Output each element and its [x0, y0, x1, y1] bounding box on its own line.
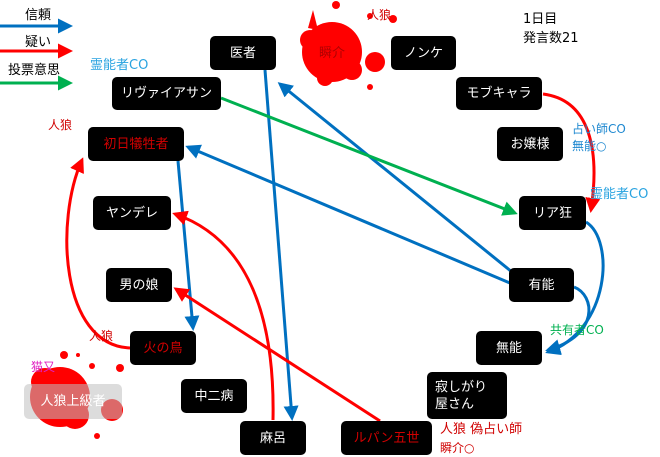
blood-splatter-shunsuke: [300, 1, 397, 90]
node-nonke[interactable]: ノンケ: [391, 36, 456, 70]
node-leviathan[interactable]: リヴァイアサン: [112, 77, 221, 110]
leviathan-co-label: 霊能者CO: [90, 58, 149, 73]
suspect-arrow-maro-yandere: [172, 210, 275, 421]
shunsuke-role-label: 人狼: [367, 8, 392, 22]
shonichi-role-label: 人狼: [48, 118, 73, 132]
node-chuunibyou[interactable]: 中二病: [181, 379, 247, 413]
node-shunsuke[interactable]: 瞬介: [318, 45, 345, 61]
jinrou-joukyuu-role-label: 猫又: [31, 360, 56, 374]
node-yandere[interactable]: ヤンデレ: [93, 196, 171, 230]
node-isha[interactable]: 医者: [210, 36, 276, 70]
legend-vote-label: 投票意思: [8, 63, 61, 78]
hinotori-role-label: 人狼: [89, 329, 114, 343]
node-hinotori[interactable]: 火の鳥: [130, 331, 196, 365]
suspect-arrow-lupin-otokonoko: [173, 287, 381, 423]
node-shonichi[interactable]: 初日犠牲者: [88, 127, 184, 161]
ojousama-result-label: 無能○: [572, 139, 607, 153]
trust-arrow-isha-maro: [263, 69, 299, 421]
statement-count: 発言数21: [523, 31, 579, 46]
suspect-arrow-mobchara-riakyo: [542, 92, 601, 213]
node-mobchara[interactable]: モブキャラ: [456, 77, 542, 110]
munou-co-label: 共有者CO: [550, 323, 604, 337]
trust-arrow-yuunou-isha: [277, 82, 513, 274]
ojousama-co-label: 占い師CO: [572, 122, 626, 136]
node-jinrou-joukyuu[interactable]: 人狼上級者: [24, 384, 122, 419]
node-sabishigari[interactable]: 寂しがり屋さん: [427, 372, 507, 419]
legend-suspect-label: 疑い: [25, 35, 52, 50]
suspect-arrow-hinotori-shonichi: [65, 157, 131, 350]
trust-arrow-yuunou-munou: [545, 285, 591, 354]
node-ojousama[interactable]: お嬢様: [497, 127, 563, 161]
day-label: 1日目: [523, 12, 558, 27]
lupin-result-label: 瞬介○: [440, 441, 475, 455]
riakyo-co-label: 霊能者CO: [590, 187, 649, 202]
node-lupin[interactable]: ルパン五世: [341, 421, 432, 455]
trust-arrow-shonichi-hinotori: [176, 160, 200, 331]
trust-arrow-yuunou-shonichi: [185, 144, 511, 285]
node-riakyo[interactable]: リア狂: [519, 196, 586, 230]
lupin-role-label: 人狼 偽占い師: [440, 422, 523, 437]
node-yuunou[interactable]: 有能: [509, 268, 574, 302]
node-maro[interactable]: 麻呂: [240, 421, 306, 455]
legend-trust-label: 信頼: [25, 8, 52, 23]
vote-arrow-leviathan-riakyo: [220, 96, 518, 216]
node-otokonoko[interactable]: 男の娘: [106, 268, 172, 302]
node-munou[interactable]: 無能: [476, 331, 542, 365]
